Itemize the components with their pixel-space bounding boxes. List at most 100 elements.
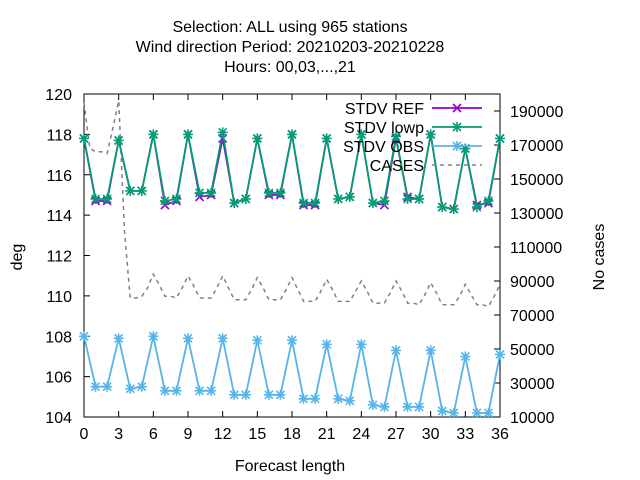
- data-point: [483, 407, 494, 418]
- legend-item-stdv-obs: STDV OBS: [343, 139, 482, 156]
- data-point: [344, 395, 355, 406]
- x-tick-label: 21: [318, 426, 336, 443]
- data-point: [113, 135, 124, 146]
- y2-tick-label: 110000: [510, 240, 562, 257]
- data-point: [263, 389, 274, 400]
- data-point: [229, 389, 240, 400]
- legend-item-stdv-lowp: STDV lowp: [344, 120, 482, 137]
- data-point: [310, 198, 321, 209]
- legend: STDV REF STDV lowp STDV OBS CASES: [343, 101, 482, 175]
- data-point: [90, 381, 101, 392]
- data-point: [414, 401, 425, 412]
- y-tick-label: 106: [45, 370, 72, 387]
- data-point: [471, 407, 482, 418]
- data-point: [287, 129, 297, 140]
- x-tick-label: 15: [248, 426, 266, 443]
- x-tick-label: 3: [114, 426, 123, 443]
- x-tick-label: 18: [283, 426, 301, 443]
- data-point: [217, 127, 228, 138]
- y-tick-label: 108: [45, 329, 72, 346]
- chart-title: Selection: ALL using 965 stations Wind d…: [136, 19, 445, 76]
- data-point: [402, 193, 413, 204]
- data-point: [460, 351, 471, 362]
- data-point: [113, 333, 124, 344]
- x-tick-label: 33: [456, 426, 474, 443]
- data-point: [263, 187, 274, 198]
- data-point: [183, 333, 193, 344]
- x-tick-label: 0: [80, 426, 89, 443]
- y-tick-label: 116: [46, 168, 72, 185]
- y-axis-left: 104 106 108 110 112 114 116 118 120: [45, 87, 90, 427]
- data-point: [321, 339, 332, 350]
- data-point: [425, 345, 436, 356]
- legend-marker: [452, 122, 462, 132]
- y2-tick-label: 190000: [510, 104, 563, 121]
- data-point: [125, 185, 136, 196]
- data-point: [79, 331, 89, 342]
- y2-tick-label: 150000: [510, 172, 563, 189]
- data-point: [240, 389, 251, 400]
- data-point: [252, 133, 263, 144]
- data-point: [495, 349, 505, 360]
- data-point: [356, 339, 367, 350]
- series-line-stdv-obs: [83, 336, 501, 415]
- series-stdv-obs: [79, 331, 505, 418]
- data-point: [136, 381, 147, 392]
- data-point: [471, 202, 482, 213]
- data-point: [171, 193, 182, 204]
- x-tick-label: 30: [422, 426, 440, 443]
- data-point: [367, 198, 378, 209]
- y2-tick-label: 30000: [510, 376, 555, 393]
- y-axis-right: 10000 30000 50000 70000 90000 110000 130000 150…: [494, 104, 563, 427]
- data-point: [333, 393, 344, 404]
- data-point: [90, 193, 101, 204]
- series-layer: [79, 100, 505, 418]
- legend-item-stdv-ref: STDV REF: [345, 101, 482, 118]
- data-point: [414, 193, 425, 204]
- data-point: [483, 195, 494, 206]
- data-point: [298, 198, 309, 209]
- data-point: [391, 345, 401, 356]
- data-point: [240, 193, 251, 204]
- title-line-2: Wind direction Period: 20210203-20210228: [136, 39, 445, 56]
- x-tick-label: 12: [214, 426, 232, 443]
- legend-label: STDV lowp: [344, 120, 424, 137]
- data-point: [448, 407, 459, 418]
- y-tick-label: 110: [46, 289, 72, 306]
- data-point: [206, 187, 217, 198]
- series-stdv-lowp: [79, 127, 505, 215]
- data-point: [102, 381, 113, 392]
- data-point: [321, 133, 332, 144]
- data-point: [275, 389, 286, 400]
- data-point: [425, 129, 436, 140]
- data-point: [159, 385, 170, 396]
- y-tick-label: 118: [46, 127, 72, 144]
- series-line-cases: [83, 100, 501, 308]
- data-point: [367, 399, 378, 410]
- data-point: [194, 187, 205, 198]
- data-point: [148, 331, 159, 342]
- title-line-3: Hours: 00,03,...,21: [224, 59, 356, 76]
- y2-tick-label: 50000: [510, 342, 555, 359]
- legend-item-cases: CASES: [370, 158, 482, 175]
- legend-label: STDV REF: [345, 101, 424, 118]
- data-point: [437, 202, 448, 213]
- y-tick-label: 120: [45, 87, 72, 104]
- data-point: [136, 185, 147, 196]
- series-cases: [83, 100, 501, 308]
- y2-axis-label: No cases: [591, 224, 608, 291]
- data-point: [448, 204, 459, 215]
- data-point: [402, 401, 413, 412]
- x-tick-label: 9: [184, 426, 193, 443]
- y2-tick-label: 130000: [510, 206, 563, 223]
- x-tick-label: 36: [491, 426, 509, 443]
- x-axis: 0 3 6 9 12 15 18 21 24 27 30 33 36: [80, 94, 509, 443]
- data-point: [206, 385, 217, 396]
- y-tick-label: 112: [46, 249, 72, 266]
- data-point: [171, 385, 182, 396]
- data-point: [379, 195, 390, 206]
- data-point: [252, 335, 263, 346]
- data-point: [183, 129, 193, 140]
- data-point: [344, 191, 355, 202]
